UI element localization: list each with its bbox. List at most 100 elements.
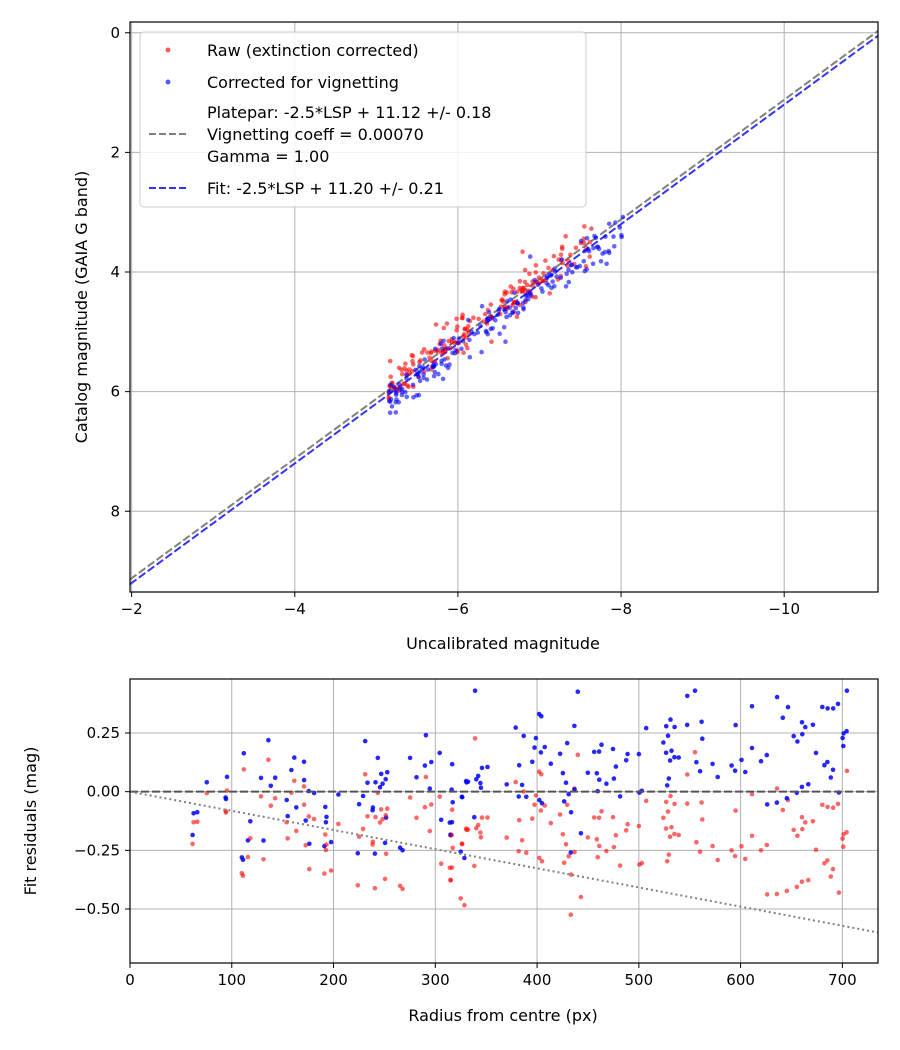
bottom-raw-point [292,778,297,784]
bottom-raw-point [825,858,830,863]
top-y-tick-label: 8 [110,502,120,520]
bottom-raw-point [303,843,309,848]
bottom-x-tick-label: 0 [125,971,135,989]
bottom-raw-point [597,843,602,849]
top-data-point [488,302,494,307]
bottom-raw-point [764,892,770,897]
top-data-point [402,381,408,387]
top-data-point [578,238,584,244]
bottom-corrected-point [336,792,341,797]
bottom-corrected-point [521,733,526,739]
bottom-raw-point [666,852,672,857]
top-data-point [587,254,592,259]
bottom-raw-point [258,794,264,799]
bottom-corrected-point [557,751,563,757]
top-data-point [451,335,457,341]
bottom-corrected-point [676,755,681,760]
bottom-corrected-point [563,780,569,785]
bottom-raw-point [400,886,405,892]
bottom-corrected-point [513,725,518,730]
bottom-raw-point [794,884,800,890]
top-data-point [418,358,423,363]
top-data-point [396,381,402,387]
bottom-corrected-point [666,776,672,781]
top-data-point [566,279,572,285]
bottom-raw-point [472,863,477,869]
bottom-plot-area [130,679,878,963]
top-data-point [568,252,573,258]
bottom-raw-point [429,802,434,807]
bottom-raw-point [585,835,591,840]
bottom-raw-point [685,772,690,777]
bottom-corrected-point [459,794,465,800]
top-data-point [546,265,551,271]
top-data-point [413,367,418,373]
bottom-corrected-point [478,785,484,790]
top-axis-ticks: −2 −4 −6 −8 −10 0 2 4 6 8 [110,24,800,618]
bottom-corrected-point [613,764,619,769]
top-data-point [443,363,449,368]
bottom-raw-point [533,793,539,798]
bottom-raw-point [448,878,454,883]
bottom-raw-point [572,849,577,855]
top-data-point [460,315,465,321]
bottom-raw-point [311,816,317,822]
bottom-raw-point [191,820,196,825]
top-data-point [548,273,554,278]
bottom-corrected-point [380,781,385,786]
top-data-point [399,389,405,395]
top-data-point [469,329,474,334]
bottom-corrected-point [407,755,413,761]
bottom-raw-point [437,794,443,799]
bottom-raw-point [799,879,805,884]
top-data-point [471,315,476,321]
bottom-raw-point [575,752,581,758]
bottom-corrected-point [800,731,805,737]
bottom-raw-point [692,749,698,755]
top-data-point [479,303,485,309]
bottom-raw-point [591,815,597,820]
bottom-raw-point [667,834,673,839]
bottom-raw-point [700,817,705,822]
bottom-corrected-point [542,744,547,750]
top-data-point [520,300,526,306]
bottom-corrected-point [749,704,755,709]
bottom-raw-point [836,890,842,895]
top-data-point [432,346,438,352]
bottom-raw-point [699,800,704,805]
top-data-point [386,390,392,395]
bottom-corrected-point [572,723,577,729]
top-data-point [582,224,587,229]
top-data-point [393,410,399,415]
top-x-tick-label: −2 [121,600,143,618]
bottom-raw-point [806,877,811,883]
bottom-raw-point [594,837,600,842]
bottom-raw-point [841,844,846,849]
top-data-point [540,278,546,284]
bottom-corrected-point [377,784,383,790]
bottom-raw-point [774,891,780,897]
bottom-corrected-point [810,722,816,728]
top-data-point [541,271,546,276]
top-data-point [530,283,535,288]
bottom-raw-point [336,821,341,827]
bottom-raw-point [380,817,385,822]
top-data-point [403,389,408,395]
bottom-raw-point [190,841,195,847]
bottom-corrected-point [292,755,297,760]
bottom-raw-point [248,836,253,841]
bottom-raw-point [663,799,669,805]
top-y-tick-label: 0 [110,24,120,42]
top-data-point [442,357,447,362]
top-data-point [467,337,472,343]
bottom-raw-point [664,859,670,864]
bottom-raw-point [539,772,544,777]
bottom-raw-point [548,820,554,826]
bottom-raw-point [684,801,690,806]
bottom-raw-point [382,876,388,882]
top-data-point [584,235,590,241]
bottom-raw-point [661,815,666,821]
bottom-raw-point [365,814,370,819]
top-data-point [425,350,430,355]
